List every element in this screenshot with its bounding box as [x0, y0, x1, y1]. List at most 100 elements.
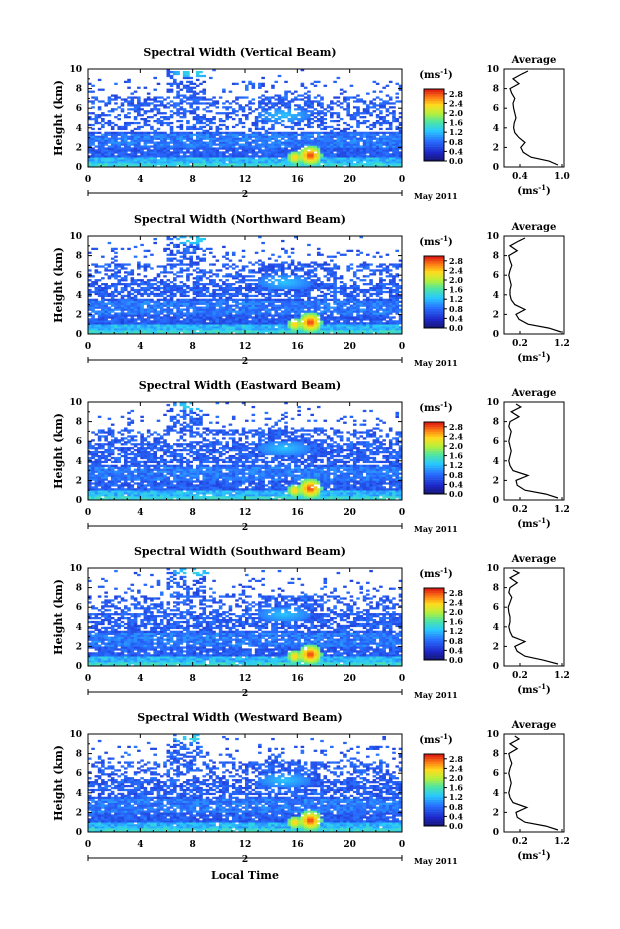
heatmap-cell: [235, 320, 239, 323]
heatmap-cell: [225, 283, 229, 286]
heatmap-cell: [143, 100, 148, 103]
heatmap-cell: [179, 135, 184, 138]
heatmap-cell: [366, 149, 370, 152]
heatmap-cell: [166, 326, 171, 329]
heatmap-cell: [150, 163, 154, 166]
heatmap-cell: [346, 322, 350, 325]
heatmap-cell: [143, 298, 148, 301]
heatmap-cell: [379, 328, 383, 331]
heatmap-cell: [297, 304, 301, 307]
heatmap-cell: [130, 306, 135, 309]
heatmap-cell: [261, 283, 265, 286]
heatmap-cell: [205, 163, 210, 166]
heatmap-cell: [101, 165, 105, 168]
heatmap-cell: [169, 288, 174, 292]
heatmap-cell: [218, 145, 223, 148]
heatmap-cell: [343, 330, 347, 333]
heatmap-cell: [202, 114, 207, 117]
heatmap-cell: [330, 283, 334, 286]
heatmap-cell: [392, 296, 396, 300]
heatmap-cell: [346, 96, 350, 99]
heatmap-cell: [163, 159, 167, 162]
heatmap-cell: [310, 114, 314, 117]
heatmap-cell: [146, 104, 151, 107]
heatmap-cell: [205, 110, 210, 113]
heatmap-cell: [297, 318, 301, 321]
heatmap-cell: [173, 153, 177, 156]
heatmap-cell: [352, 283, 357, 286]
heatmap-cell: [114, 108, 118, 111]
heatmap-cell: [294, 298, 298, 301]
heatmap-cell: [323, 165, 328, 168]
heatmap-cell: [186, 318, 190, 321]
heatmap-cell: [294, 108, 298, 111]
heatmap-cell: [189, 328, 193, 331]
heatmap-cell: [238, 302, 243, 305]
heatmap-cell: [307, 104, 311, 107]
heatmap-cell: [107, 145, 112, 148]
heatmap-cell: [88, 147, 92, 150]
heatmap-cell: [356, 145, 360, 148]
heatmap-cell: [140, 332, 144, 335]
heatmap-cell: [189, 104, 193, 107]
heatmap-cell: [231, 277, 236, 280]
heatmap-cell: [127, 324, 131, 327]
heatmap-cell: [372, 285, 377, 288]
heatmap-cell: [130, 149, 135, 152]
heatmap-cell: [284, 314, 288, 317]
heatmap-cell: [258, 161, 262, 164]
heatmap-cell: [352, 151, 357, 154]
heatmap-cell: [264, 322, 269, 325]
heatmap-cell: [176, 110, 180, 113]
heatmap-cell: [326, 163, 331, 166]
heatmap-cell: [274, 108, 279, 111]
heatmap-cell: [192, 290, 197, 294]
heatmap-cell: [316, 161, 321, 164]
heatmap-cell: [369, 161, 373, 164]
heatmap-cell: [392, 147, 396, 150]
heatmap-cell: [297, 143, 301, 146]
heatmap-cell: [241, 149, 246, 152]
heatmap-cell: [352, 300, 357, 303]
heatmap-cell: [179, 94, 184, 97]
heatmap-cell: [159, 141, 164, 144]
heatmap-cell: [166, 106, 171, 109]
heatmap-cell: [137, 312, 141, 315]
heatmap-cell: [189, 302, 193, 305]
heatmap-cell: [356, 108, 360, 111]
heatmap-cell: [182, 112, 187, 115]
heatmap-cell: [163, 149, 167, 152]
heatmap-cell: [169, 151, 174, 154]
heatmap-cell: [195, 302, 200, 305]
heatmap-cell: [133, 283, 138, 286]
heatmap-cell: [176, 298, 180, 301]
heatmap-cell: [107, 151, 112, 154]
heatmap-cell: [343, 90, 347, 93]
heatmap-cell: [241, 300, 246, 303]
heatmap-cell: [326, 279, 331, 282]
heatmap-cell: [271, 328, 275, 331]
heatmap-cell: [343, 139, 347, 142]
heatmap-cell: [297, 104, 301, 107]
heatmap-cell: [385, 147, 390, 150]
heatmap-cell: [385, 320, 390, 323]
heatmap-cell: [202, 310, 207, 313]
heatmap-cell: [222, 112, 226, 115]
heatmap-cell: [218, 314, 223, 317]
heatmap-cell: [303, 108, 308, 111]
heatmap-cell: [326, 324, 331, 327]
heatmap-cell: [159, 147, 164, 150]
heatmap-cell: [166, 308, 171, 311]
heatmap-cell: [110, 155, 115, 158]
heatmap-cell: [153, 108, 157, 111]
heatmap-cell: [146, 300, 151, 303]
heatmap-cell: [372, 330, 377, 333]
heatmap-cell: [369, 155, 373, 158]
heatmap-cell: [388, 159, 393, 162]
heatmap-cell: [97, 143, 102, 146]
heatmap-cell: [182, 314, 187, 317]
heatmap-cell: [339, 281, 344, 284]
heatmap-cell: [241, 306, 246, 309]
heatmap-cell: [382, 163, 386, 166]
heatmap-cell: [140, 153, 144, 156]
